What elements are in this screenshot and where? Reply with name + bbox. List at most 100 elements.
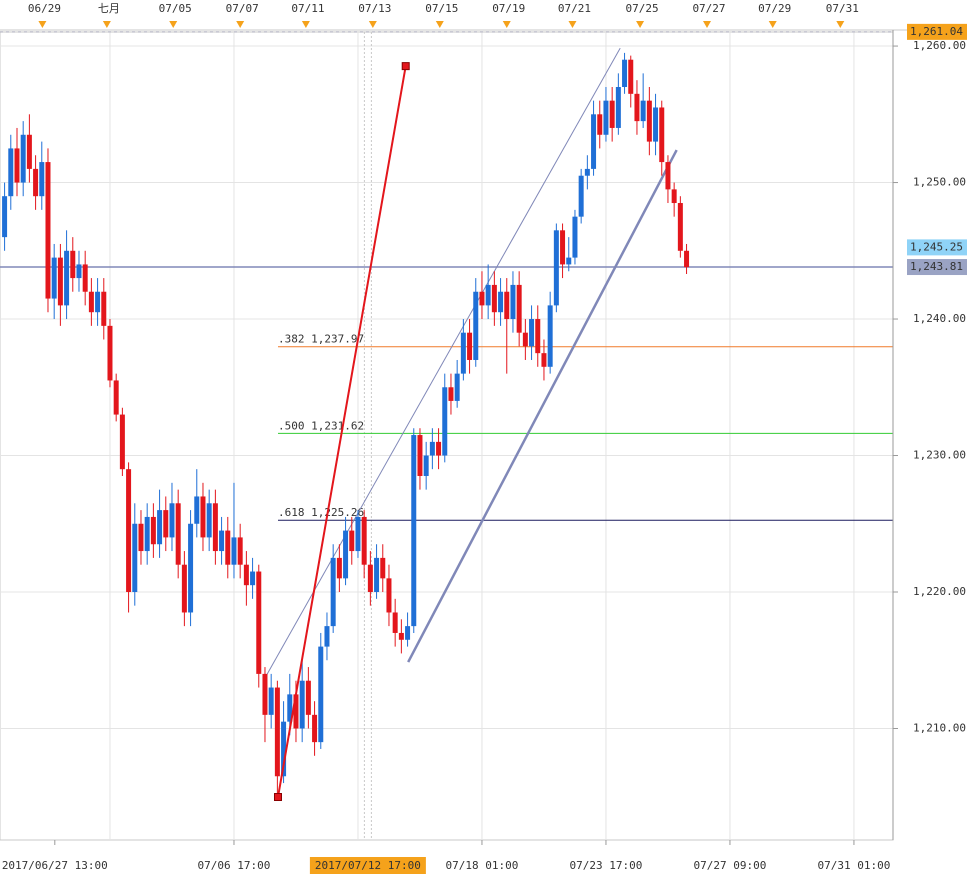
candle-body (615, 87, 621, 128)
top-tick-marker (435, 21, 444, 28)
price-marker-bg (907, 239, 967, 256)
candle-body (367, 564, 373, 593)
top-tick-marker (703, 21, 712, 28)
candle-body (622, 59, 628, 88)
x-tick-label: 07/27 09:00 (694, 859, 767, 872)
candle-body (634, 93, 640, 122)
candle-body (113, 380, 119, 415)
candle-body (20, 134, 26, 183)
candle-body (237, 537, 243, 565)
candle-body (144, 516, 150, 552)
y-tick-label: 1,260.00 (913, 39, 966, 52)
candle-body (256, 571, 262, 674)
top-tick-label: 06/29 (28, 2, 61, 15)
candle-body (553, 230, 559, 306)
candle-body (119, 414, 125, 470)
top-tick-label: 07/05 (159, 2, 192, 15)
candle-body (163, 510, 169, 538)
candle-body (405, 626, 411, 640)
candle-body (293, 694, 299, 729)
candle-body (343, 530, 349, 579)
y-tick-label: 1,210.00 (913, 721, 966, 734)
candle-body (380, 557, 386, 579)
candle-body (318, 646, 324, 743)
candle-body (609, 100, 615, 128)
x-tick-label: 07/06 17:00 (198, 859, 271, 872)
candle-body (392, 612, 398, 633)
fib-label: .382 1,237.97 (278, 333, 364, 346)
candle-body (448, 387, 454, 401)
candle-body (454, 373, 460, 401)
candle-body (423, 455, 429, 476)
candle-body (212, 503, 218, 552)
candle-body (82, 264, 88, 292)
top-tick-marker (836, 21, 845, 28)
candle-body (14, 148, 20, 183)
price-marker-label: 1,245.25 (910, 240, 963, 253)
candle-body (479, 291, 485, 306)
candle-body (33, 168, 39, 197)
candle-body (541, 353, 547, 367)
candle-body (429, 441, 435, 456)
candle-body (206, 503, 212, 538)
fib-label: .618 1,225.26 (278, 506, 364, 519)
candle-body (646, 100, 652, 142)
candle-body (473, 291, 479, 360)
y-tick-label: 1,230.00 (913, 449, 966, 462)
candle-body (547, 305, 553, 367)
candle-body (181, 564, 187, 613)
candle-body (330, 557, 336, 627)
candle-body (671, 189, 677, 204)
candle-body (603, 100, 609, 135)
x-tick-label: 07/23 17:00 (570, 859, 643, 872)
candle-body (26, 134, 32, 169)
candle-body (169, 503, 175, 538)
trendline (264, 47, 621, 679)
candle-body (157, 510, 163, 545)
candle-body (324, 626, 330, 647)
candle-body (305, 680, 311, 715)
candle-body (659, 107, 665, 163)
candle-body (188, 523, 194, 613)
top-tick-marker (236, 21, 245, 28)
candle-body (584, 168, 590, 176)
x-tick-label: 07/18 01:00 (446, 859, 519, 872)
candle-body (299, 680, 305, 729)
top-tick-marker (568, 21, 577, 28)
candle-body (572, 216, 578, 258)
candle-body (467, 332, 473, 360)
candle-body (640, 100, 646, 122)
candle-body (88, 291, 94, 313)
fib-anchor-point (401, 62, 410, 71)
y-tick-label: 1,220.00 (913, 585, 966, 598)
top-tick-label: 07/13 (358, 2, 391, 15)
candle-body (150, 516, 156, 545)
candle-body (591, 114, 597, 169)
candle-body (566, 257, 572, 265)
candle-body (219, 530, 225, 552)
top-tick-label: 07/31 (826, 2, 859, 15)
top-tick-label: 07/07 (226, 2, 259, 15)
candle-body (76, 264, 82, 279)
candle-body (194, 496, 200, 524)
candle-body (677, 203, 683, 251)
candle-body (355, 516, 361, 552)
top-tick-label: 07/29 (758, 2, 791, 15)
top-tick-label: 七月 (98, 2, 120, 15)
candle-body (560, 230, 566, 265)
candle-body (442, 387, 448, 456)
candle-body (349, 530, 355, 552)
candle-body (138, 523, 144, 552)
candle-body (64, 250, 70, 306)
top-tick-label: 07/11 (291, 2, 324, 15)
top-tick-marker (38, 21, 47, 28)
fib-label: .500 1,231.62 (278, 419, 364, 432)
candle-body (250, 571, 256, 586)
candle-body (529, 319, 535, 347)
candle-body (287, 694, 293, 722)
candle-body (417, 435, 423, 476)
candle-body (2, 196, 8, 238)
x-tick-label: 2017/06/27 13:00 (2, 859, 108, 872)
candle-body (504, 291, 510, 320)
